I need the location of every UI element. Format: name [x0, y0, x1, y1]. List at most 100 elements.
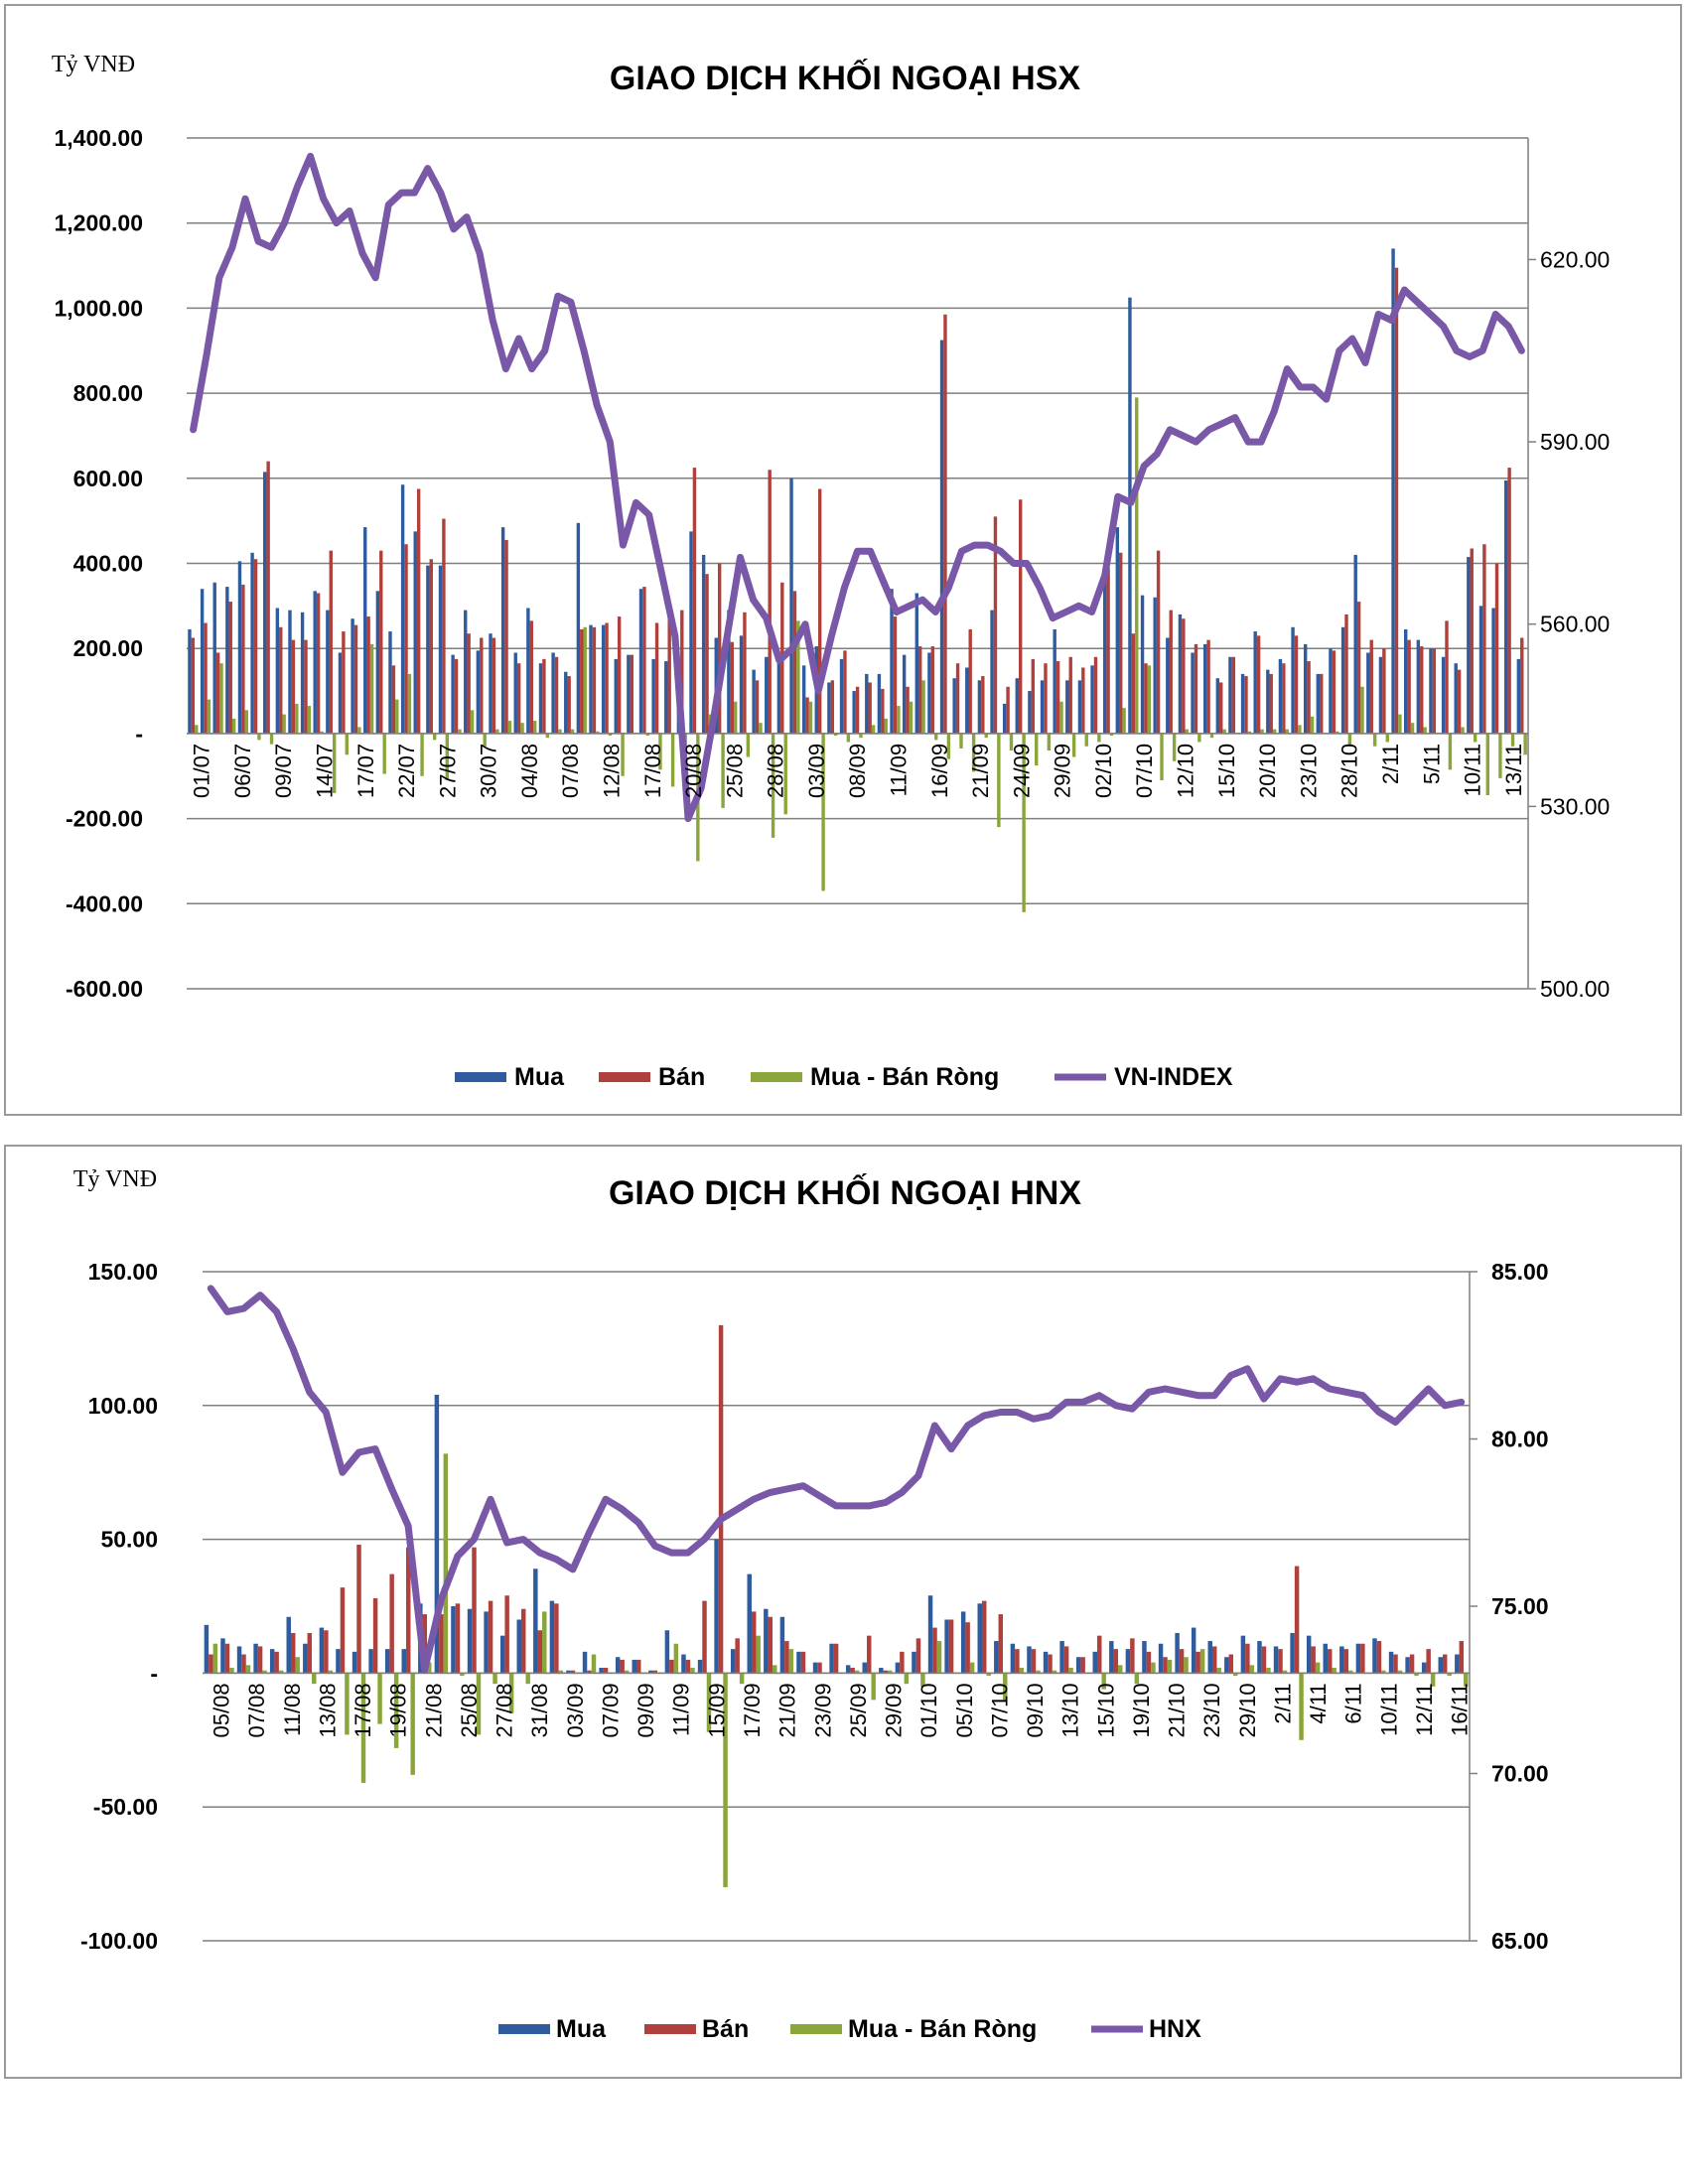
hnx-chart: GIAO DỊCH KHỐI NGOẠI HNX Tỷ VNĐ 150.00 100.…	[73, 1166, 1549, 2043]
x-tick-label: 11/09	[887, 744, 912, 796]
bar-ban	[1360, 1643, 1365, 1674]
bar-rong	[1047, 733, 1052, 751]
bar-mua	[865, 673, 869, 734]
bar-mua	[1404, 628, 1408, 734]
bar-mua	[326, 610, 330, 734]
bar-mua	[627, 654, 631, 734]
bar-mua	[1002, 703, 1007, 734]
y-tick-label: 400.00	[73, 551, 143, 577]
bar-rong	[1084, 733, 1088, 747]
bar-ban	[241, 584, 245, 734]
bar-mua	[1516, 658, 1521, 734]
bar-ban	[209, 1654, 213, 1674]
bar-ban	[1146, 1651, 1152, 1674]
bar-rong	[1282, 1670, 1288, 1674]
bar-ban	[1393, 1654, 1398, 1674]
bar-mua	[599, 1668, 604, 1674]
bar-rong	[542, 1611, 547, 1674]
bar-ban	[542, 658, 546, 734]
bar-rong	[721, 733, 725, 808]
bar-rong	[796, 620, 800, 734]
bar-mua	[582, 1651, 588, 1674]
bar-rong	[212, 1643, 218, 1674]
x-tick-label: 07/08	[244, 1683, 269, 1737]
bar-rong	[1414, 1673, 1419, 1677]
bar-ban	[554, 656, 559, 734]
bar-mua	[796, 1651, 801, 1674]
bar-ban	[537, 1630, 543, 1674]
bar-rong	[507, 721, 512, 734]
bar-rong	[445, 733, 450, 781]
legend-label: HNX	[1149, 2015, 1201, 2043]
bar-mua	[1028, 691, 1032, 734]
bar-mua	[1191, 652, 1195, 734]
bar-rong	[295, 703, 299, 734]
bar-mua	[1053, 628, 1056, 734]
bar-ban	[1106, 567, 1110, 734]
bar-mua	[263, 472, 267, 734]
bar-ban	[279, 626, 283, 734]
bar-ban	[257, 1646, 263, 1674]
bar-ban	[1245, 1643, 1250, 1674]
bar-rong	[1160, 733, 1164, 781]
bar-ban	[492, 637, 496, 734]
bar-rong	[1059, 701, 1063, 734]
bar-rong	[1473, 733, 1477, 743]
bar-rong	[257, 733, 261, 741]
bar-mua	[1142, 1641, 1147, 1674]
x-tick-label: 20/10	[1255, 744, 1280, 798]
legend-label: Mua	[514, 1063, 565, 1091]
bar-mua	[739, 635, 744, 734]
bar-mua	[1090, 665, 1094, 734]
bar-rong	[345, 733, 349, 755]
bar-ban	[993, 516, 998, 734]
bar-rong	[854, 1670, 860, 1674]
bar-mua	[237, 561, 242, 734]
bar-ban	[893, 616, 898, 734]
bar-mua	[1140, 595, 1145, 734]
bar-rong	[1360, 686, 1364, 734]
bar-mua	[1059, 1641, 1064, 1674]
x-tick-label: 07/10	[1132, 744, 1157, 798]
bar-mua	[1329, 648, 1333, 734]
bar-mua	[288, 610, 292, 734]
bar-rong	[1272, 729, 1277, 734]
bar-mua	[368, 1649, 373, 1674]
bar-rong	[269, 733, 274, 745]
bar-ban	[1163, 1657, 1168, 1674]
bar-mua	[1202, 643, 1207, 734]
bar-ban	[850, 1668, 855, 1674]
y-tick-label: 1,200.00	[54, 210, 143, 236]
bar-ban	[1015, 1649, 1020, 1674]
x-tick-label: 13/08	[316, 1683, 341, 1737]
bar-rong	[788, 1649, 794, 1674]
bar-rong	[821, 733, 825, 891]
bar-rong	[936, 1641, 942, 1674]
bar-ban	[1409, 1654, 1415, 1674]
bar-ban	[1119, 552, 1123, 734]
x-tick-label: 11/09	[669, 1683, 694, 1735]
bar-mua	[513, 652, 517, 734]
bar-rong	[1151, 1662, 1156, 1674]
x-tick-label: 20/08	[681, 744, 706, 798]
bar-mua	[632, 1659, 636, 1674]
bar-rong	[1222, 729, 1226, 734]
bar-rong	[410, 1673, 415, 1775]
bar-rong	[369, 643, 374, 734]
bar-mua	[338, 652, 343, 734]
chart-title: GIAO DỊCH KHỐI NGOẠI HSX	[610, 59, 1080, 97]
bar-rong	[558, 1670, 564, 1674]
x-tick-label: 14/07	[313, 744, 338, 798]
bar-ban	[1179, 1649, 1185, 1674]
bar-mua	[895, 1662, 901, 1674]
bar-mua	[801, 665, 806, 734]
bar-ban	[630, 654, 633, 734]
bar-mua	[476, 650, 481, 734]
bar-mua	[363, 527, 367, 734]
bar-mua	[927, 1595, 933, 1674]
x-tick-label: 13/11	[1501, 744, 1526, 796]
bar-rong	[871, 1673, 876, 1701]
bar-rong	[262, 1670, 267, 1674]
bar-rong	[624, 1670, 630, 1674]
x-tick-label: 12/08	[600, 744, 625, 798]
